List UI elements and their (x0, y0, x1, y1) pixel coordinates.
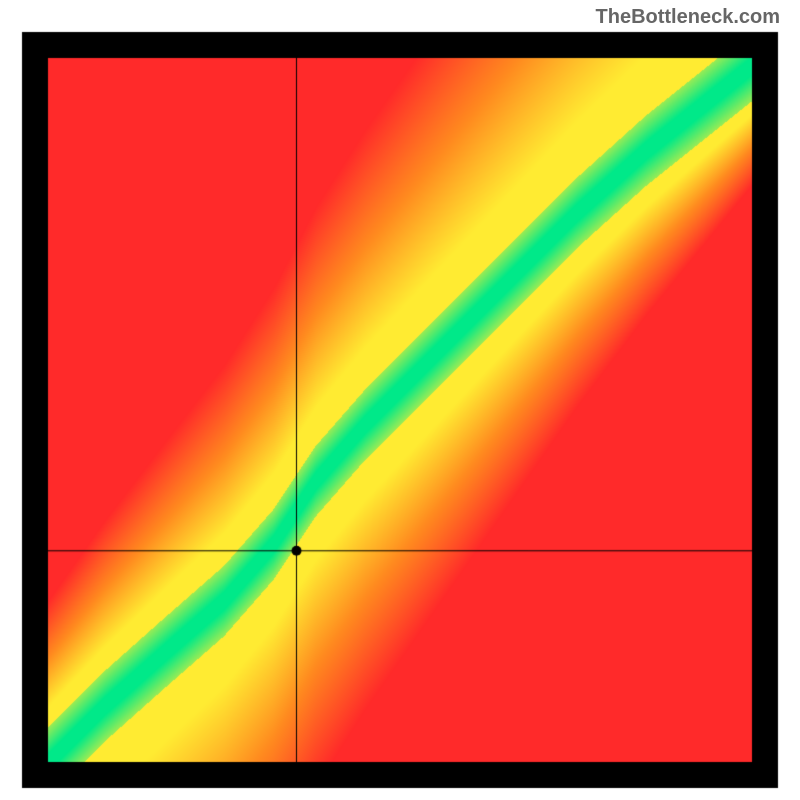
attribution-text: TheBottleneck.com (596, 6, 780, 29)
bottleneck-heatmap (0, 0, 800, 800)
root: TheBottleneck.com (0, 0, 800, 800)
